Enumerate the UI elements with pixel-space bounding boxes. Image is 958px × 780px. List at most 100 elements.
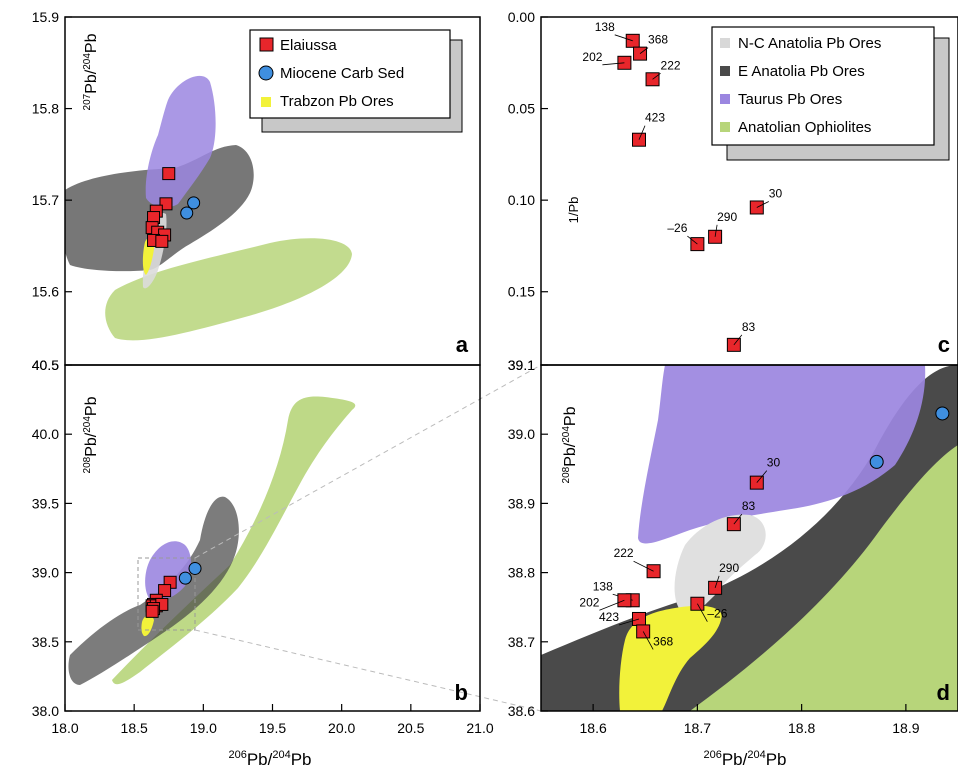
data-label-leader-d xyxy=(714,575,720,588)
data-label-leader-c xyxy=(756,201,769,208)
data-label-leader-d xyxy=(642,631,654,650)
panel-b-ytick-label: 38.0 xyxy=(32,703,59,719)
legend-nc-anatolia-label: N-C Anatolia Pb Ores xyxy=(738,35,881,52)
legend-miocene-marker xyxy=(258,65,274,81)
elaiussa-point-b xyxy=(145,604,159,618)
data-label-c: 30 xyxy=(769,186,783,200)
data-label-leader-c xyxy=(733,334,743,346)
data-label-c: 202 xyxy=(582,50,602,64)
data-label-d: 30 xyxy=(767,456,781,470)
panel-a-ytick-label: 15.6 xyxy=(32,284,59,300)
panel-b-xtick-label: 19.0 xyxy=(190,720,217,736)
data-label-c: 423 xyxy=(645,111,665,125)
panel-c-ytick-label: 0.05 xyxy=(508,101,535,117)
data-label-d: 423 xyxy=(599,610,619,624)
panel-d-frame xyxy=(540,364,958,712)
data-label-c: 83 xyxy=(742,320,756,334)
data-label-leader-c xyxy=(714,224,718,237)
panel-letter-b: b xyxy=(455,680,468,705)
data-label-leader-c xyxy=(652,72,661,80)
panel-d-ytick-label: 39.1 xyxy=(508,357,535,373)
panel-b-xtick-label: 19.5 xyxy=(259,720,286,736)
legend-e-anatolia-label: E Anatolia Pb Ores xyxy=(738,63,865,80)
data-label-d: –26 xyxy=(707,607,727,621)
data-label-c: 222 xyxy=(661,58,681,72)
panel-d-xtick-label: 18.9 xyxy=(892,720,919,736)
data-label-d: 222 xyxy=(614,546,634,560)
legend-a: Elaiussa Miocene Carb Sed Trabzon Pb Ore… xyxy=(249,29,463,133)
panel-b-ylabel: 208Pb/204Pb xyxy=(82,396,100,473)
e-anatolia-field-b xyxy=(68,496,239,685)
data-label-c: 290 xyxy=(717,210,737,224)
data-label-leader-c xyxy=(687,235,698,245)
data-label-leader-d xyxy=(599,599,625,611)
panel-b-ytick-label: 38.5 xyxy=(32,634,59,650)
panel-d-ytick-label-top: 39.1 xyxy=(508,357,535,373)
miocene-point-d xyxy=(869,454,884,469)
chart-marks: 15.6 15.7 15.8 15.9 38.0 38.5 39.0 39.5 40.0 40.5… xyxy=(32,9,950,736)
legend-c-box xyxy=(711,26,935,146)
miocene-point-a xyxy=(180,206,194,220)
panel-a-ytick-label: 15.8 xyxy=(32,101,59,117)
legend-e-anatolia-marker xyxy=(720,66,730,76)
miocene-point-a xyxy=(187,196,201,210)
panel-d-xtick-label: 18.8 xyxy=(788,720,815,736)
elaiussa-point-a xyxy=(159,197,173,211)
panel-b-xtick-label: 20.5 xyxy=(397,720,424,736)
panel-c-ytick-label: 0.15 xyxy=(508,284,535,300)
miocene-point-b xyxy=(188,561,202,575)
panel-b-frame xyxy=(64,364,481,712)
legend-miocene-label: Miocene Carb Sed xyxy=(280,65,404,82)
panel-letter-c: c xyxy=(938,332,950,357)
data-label-leader-c xyxy=(614,34,633,42)
miocene-point-d xyxy=(935,406,950,421)
elaiussa-point-b xyxy=(158,584,172,598)
anatolian-ophiolites-field-b xyxy=(112,396,356,685)
elaiussa-point-a xyxy=(162,167,176,181)
panel-c-ytick-label: 0.10 xyxy=(508,192,535,208)
taurus-field-b xyxy=(145,541,191,601)
panel-c-ylabel: 1/Pb xyxy=(566,197,581,224)
panel-d-xtick-label: 18.6 xyxy=(580,720,607,736)
panel-b-xtick-label: 21.0 xyxy=(466,720,493,736)
data-label-d: 290 xyxy=(719,561,739,575)
data-label-leader-d xyxy=(697,603,708,622)
legend-c: N-C Anatolia Pb Ores E Anatolia Pb Ores … xyxy=(711,26,950,161)
panel-d-ytick-label: 39.0 xyxy=(508,426,535,442)
data-label-leader-d xyxy=(733,513,743,525)
panel-letter-d: d xyxy=(937,680,950,705)
nc-anatolia-field-d xyxy=(674,514,766,615)
panel-b-xlabel: 206Pb/204Pb xyxy=(228,749,311,769)
panel-b-xtick-label: 20.0 xyxy=(328,720,355,736)
legend-ophiolites-label: Anatolian Ophiolites xyxy=(738,119,871,136)
zoom-line-top xyxy=(194,364,542,559)
miocene-point-b xyxy=(178,571,192,585)
anatolian-ophiolites-field-d xyxy=(690,445,958,711)
panel-d-xtick-label: 18.7 xyxy=(684,720,711,736)
data-label-leader-d xyxy=(633,560,654,572)
panel-b-ytick-label: 39.0 xyxy=(32,565,59,581)
elaiussa-point-a xyxy=(155,234,169,248)
trabzon-field-b xyxy=(141,615,154,637)
panel-a-ytick-label: 15.9 xyxy=(32,9,59,25)
panel-a-ytick-label: 15.7 xyxy=(32,192,59,208)
legend-taurus-marker xyxy=(720,94,730,104)
panel-letter-a: a xyxy=(456,332,469,357)
data-label-d: 368 xyxy=(653,634,673,648)
zoom-line-bottom xyxy=(194,629,542,712)
legend-nc-anatolia-marker xyxy=(720,38,730,48)
legend-ophiolites-marker xyxy=(720,122,730,132)
panel-d-fields xyxy=(541,365,958,711)
panel-b-ytick-label: 40.5 xyxy=(32,357,59,373)
data-label-d: 138 xyxy=(593,579,613,593)
panel-b-xtick-label: 18.5 xyxy=(121,720,148,736)
data-label-c: 138 xyxy=(595,20,615,34)
panel-d-ytick-label: 38.9 xyxy=(508,495,535,511)
data-label-leader-c xyxy=(639,47,649,54)
panel-d-ytick-label: 38.7 xyxy=(508,634,535,650)
panel-b-ytick-label: 39.5 xyxy=(32,495,59,511)
data-label-leader-d xyxy=(756,470,768,483)
panel-d-ytick-label: 38.6 xyxy=(508,703,535,719)
